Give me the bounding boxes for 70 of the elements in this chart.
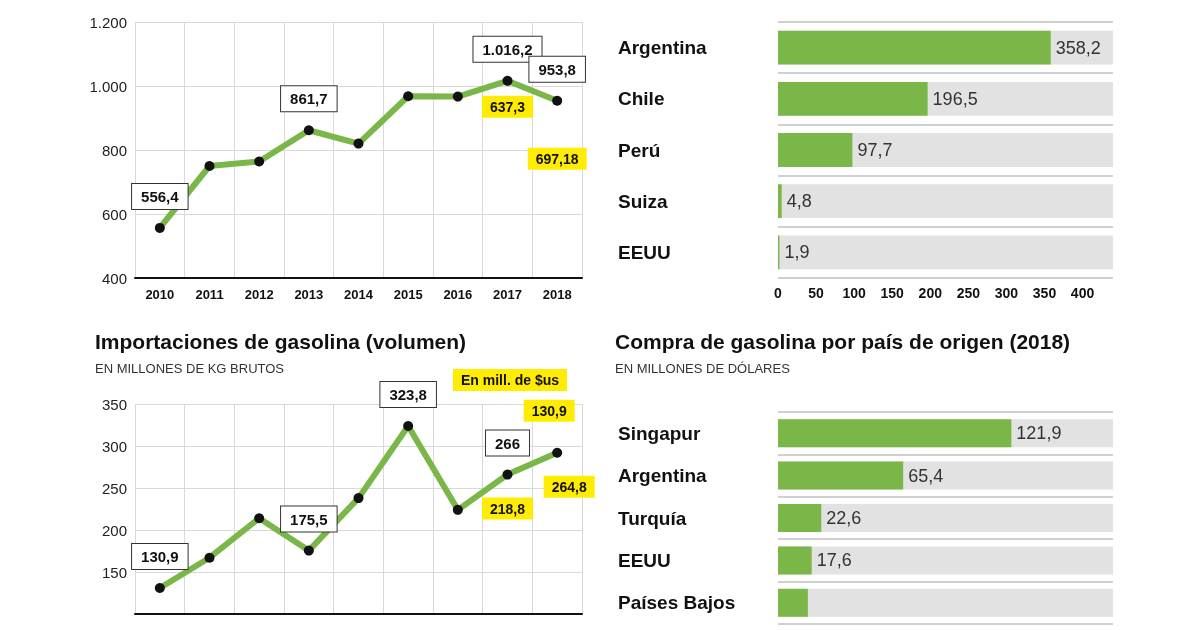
y-tick-label: Chile	[618, 88, 665, 110]
data-label: 358,2	[1055, 37, 1101, 58]
y-tick-label: 350	[101, 395, 127, 413]
y-tick-label: Perú	[618, 139, 661, 161]
y-tick-label: Turquía	[618, 507, 687, 529]
annotation: 130,9	[531, 402, 567, 419]
x-tick-label: 400	[1070, 285, 1095, 301]
data-label: 175,5	[290, 510, 328, 528]
bar	[778, 546, 812, 575]
chart-subtitle: EN MILLONES DE KG BRUTOS	[95, 361, 285, 376]
y-tick-label: 800	[101, 141, 127, 159]
x-tick-label: 200	[918, 285, 943, 301]
chart-title: Compra de gasolina por país de origen (2018)	[615, 330, 1071, 353]
data-label: 65,4	[908, 465, 944, 486]
y-tick-label: Argentina	[618, 37, 708, 59]
data-label: 22,6	[826, 508, 862, 528]
data-label: 130,9	[141, 548, 179, 566]
y-tick-label: 1.000	[89, 77, 127, 95]
x-tick-label: 250	[956, 285, 981, 301]
x-tick-label: 100	[842, 285, 867, 301]
data-label: 266	[494, 434, 521, 452]
annotation: 697,18	[535, 150, 579, 167]
bar	[778, 184, 782, 219]
y-tick-label: Argentina	[618, 465, 708, 487]
chart-subtitle: EN MILLONES DE DÓLARES	[615, 361, 791, 376]
x-tick-label: 350	[1032, 285, 1057, 301]
x-tick-label: 2013	[294, 287, 324, 302]
data-label: 97,7	[857, 140, 893, 160]
x-tick-label: 2011	[195, 287, 224, 302]
chart-title: Importaciones de gasolina (volumen)	[95, 330, 467, 353]
data-label: 953,8	[538, 60, 576, 78]
annotation: 637,3	[489, 98, 526, 115]
y-tick-label: 300	[101, 437, 127, 455]
y-tick-label: 400	[101, 269, 127, 287]
x-tick-label: 300	[994, 285, 1019, 301]
x-tick-label: 2014	[344, 287, 374, 302]
data-label: 556,4	[141, 187, 180, 205]
y-tick-label: EEUU	[618, 549, 671, 571]
y-tick-label: 200	[101, 521, 127, 539]
data-label: 323,8	[389, 386, 427, 404]
bar	[778, 504, 822, 532]
bar	[778, 133, 853, 167]
y-tick-label: EEUU	[618, 241, 671, 263]
annotation: 218,8	[489, 500, 526, 517]
y-tick-label: 600	[101, 205, 127, 223]
x-tick-label: 150	[880, 285, 905, 301]
data-label: 4,8	[786, 191, 812, 212]
x-tick-label: 0	[774, 285, 783, 301]
x-tick-label: 2018	[542, 287, 572, 302]
text: En mill. de $us	[460, 372, 560, 388]
x-tick-label: 2016	[443, 287, 473, 302]
annotation: 264,8	[551, 478, 587, 495]
data-label: 196,5	[932, 88, 978, 109]
x-tick-label: 2012	[244, 287, 274, 302]
data-label: 1,9	[784, 242, 810, 263]
x-tick-label: 2015	[393, 287, 423, 302]
y-tick-label: Singapur	[618, 422, 701, 444]
y-tick-label: 150	[101, 563, 127, 581]
data-label: 121,9	[1016, 423, 1062, 444]
y-tick-label: Países Bajos	[618, 592, 736, 614]
bar	[778, 588, 808, 617]
y-tick-label: 250	[101, 479, 127, 497]
y-tick-label: Suiza	[618, 190, 669, 212]
y-tick-label: 1.200	[89, 13, 127, 31]
data-label: 1.016,2	[482, 40, 533, 58]
data-label: 17,6	[816, 550, 852, 571]
data-label: 861,7	[290, 90, 328, 108]
x-tick-label: 2010	[145, 287, 175, 302]
x-tick-label: 2017	[493, 287, 522, 302]
x-tick-label: 50	[808, 285, 825, 301]
